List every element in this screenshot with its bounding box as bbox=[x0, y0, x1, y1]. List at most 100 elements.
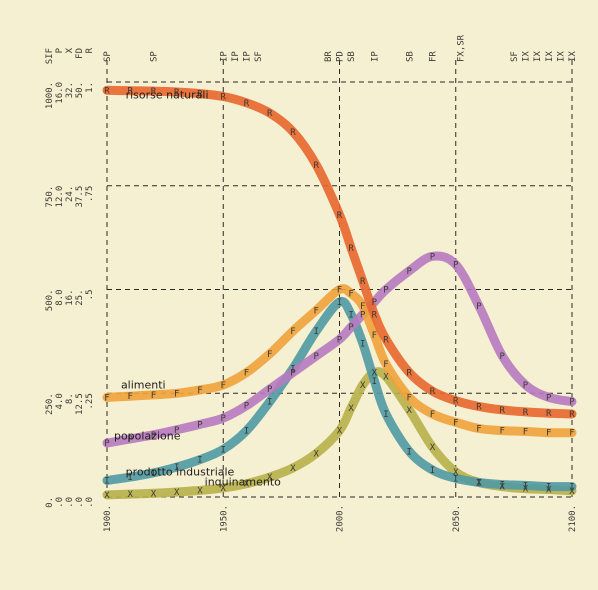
series-glyph-risorse-naturali: R bbox=[151, 87, 157, 97]
series-glyph-inquinamento: X bbox=[104, 491, 110, 501]
y-tick-label: 4.0 bbox=[55, 393, 65, 409]
series-glyph-risorse-naturali: R bbox=[546, 409, 552, 419]
series-glyph-risorse-naturali: R bbox=[128, 87, 134, 97]
series-glyph-inquinamento: X bbox=[476, 478, 482, 488]
series-glyph-alimenti: F bbox=[197, 386, 202, 396]
marker-columns: SP SP IP IP IP SF BR PD SB IP SB FR FX,SR SF IX IX IX IX I… bbox=[103, 34, 578, 62]
series-glyph-risorse-naturali: R bbox=[569, 410, 575, 420]
series-glyph-risorse-naturali: R bbox=[290, 128, 296, 138]
series-glyph-inquinamento: X bbox=[221, 484, 227, 494]
series-glyph-inquinamento: X bbox=[372, 369, 378, 379]
series-glyph-risorse-naturali: R bbox=[267, 109, 273, 119]
series-glyph-popolazione: P bbox=[337, 335, 343, 345]
series-glyph-popolazione: P bbox=[267, 385, 273, 395]
series-glyph-prodotto-industriale: I bbox=[430, 466, 435, 476]
series-glyph-popolazione: P bbox=[430, 252, 436, 262]
series-glyph-popolazione: P bbox=[221, 414, 227, 424]
x-axis-labels: 1900. 1950. 2000. 2050. 2100. bbox=[103, 505, 578, 532]
x-tick-label: 2100. bbox=[568, 505, 578, 532]
series-glyph-risorse-naturali: R bbox=[372, 310, 378, 320]
scale-symbol: P bbox=[55, 47, 65, 53]
y-tick-label: 750. bbox=[45, 186, 55, 208]
series-glyph-alimenti: F bbox=[453, 418, 458, 428]
series-glyph-risorse-naturali: R bbox=[360, 277, 366, 287]
series-glyph-risorse-naturali: R bbox=[244, 99, 250, 109]
series-glyph-alimenti: F bbox=[151, 391, 156, 401]
series-glyph-inquinamento: X bbox=[453, 468, 459, 478]
series-glyph-inquinamento: X bbox=[523, 485, 529, 495]
y-tick-label: .0 bbox=[65, 497, 75, 508]
series-glyph-alimenti: F bbox=[244, 369, 249, 379]
series-glyph-popolazione: P bbox=[151, 431, 157, 441]
marker-column-label: IX bbox=[556, 51, 566, 62]
series-glyph-prodotto-industriale: I bbox=[267, 398, 272, 408]
series-glyph-alimenti: F bbox=[500, 427, 505, 437]
series-label-inquinamento: inquinamento bbox=[205, 475, 282, 488]
y-axis-labels: 0.250.500.750.1000..04.08.012.016.0.08.1… bbox=[45, 82, 95, 508]
series-line-popolazione bbox=[102, 251, 577, 448]
y-tick-label: 37.5 bbox=[75, 186, 85, 208]
series-glyph-alimenti: F bbox=[476, 425, 481, 435]
series-glyph-alimenti: F bbox=[128, 392, 133, 402]
marker-column-label: FR bbox=[429, 51, 439, 62]
marker-column-label: SP bbox=[150, 51, 160, 62]
series-glyph-prodotto-industriale: I bbox=[128, 473, 133, 483]
marker-column-label: IX bbox=[522, 51, 532, 62]
marker-column-label: SF bbox=[510, 51, 520, 62]
series-lines bbox=[102, 85, 577, 500]
series-glyph-risorse-naturali: R bbox=[174, 88, 180, 98]
series-glyph-popolazione: P bbox=[407, 267, 413, 277]
series-glyph-popolazione: P bbox=[476, 302, 482, 312]
series-glyph-risorse-naturali: R bbox=[453, 397, 459, 407]
marker-column-label: IX bbox=[568, 51, 578, 62]
marker-column-label: PD bbox=[336, 51, 346, 62]
series-line-prodotto-industriale bbox=[102, 297, 577, 492]
series-glyph-risorse-naturali: R bbox=[104, 86, 110, 96]
series-glyph-inquinamento: X bbox=[500, 483, 506, 493]
series-glyph-alimenti: F bbox=[337, 286, 342, 296]
series-glyph-prodotto-industriale: I bbox=[221, 445, 226, 455]
series-glyph-prodotto-industriale: I bbox=[372, 377, 377, 387]
series-glyph-alimenti: F bbox=[174, 389, 179, 399]
series-glyph-risorse-naturali: R bbox=[523, 408, 529, 418]
series-glyph-inquinamento: X bbox=[407, 406, 413, 416]
marker-column-label: BR bbox=[324, 51, 334, 62]
y-tick-label: .25 bbox=[85, 393, 95, 409]
series-glyph-inquinamento: X bbox=[569, 487, 575, 497]
y-tick-label: 1000. bbox=[45, 82, 55, 109]
y-tick-label: 500. bbox=[45, 290, 55, 312]
series-glyph-risorse-naturali: R bbox=[337, 211, 343, 221]
x-tick-label: 1950. bbox=[219, 505, 229, 532]
series-label-alimenti: alimenti bbox=[121, 378, 166, 391]
series-glyph-popolazione: P bbox=[174, 426, 180, 436]
y-tick-label: .0 bbox=[55, 497, 65, 508]
series-glyph-risorse-naturali: R bbox=[500, 406, 506, 416]
series-glyph-popolazione: P bbox=[523, 381, 529, 391]
series-glyph-inquinamento: X bbox=[244, 480, 250, 490]
series-glyph-prodotto-industriale: I bbox=[523, 481, 528, 491]
marker-column-label: IX bbox=[533, 51, 543, 62]
y-tick-label: .5 bbox=[85, 290, 95, 301]
marker-column-label: SP bbox=[103, 51, 113, 62]
series-glyph-prodotto-industriale: I bbox=[569, 483, 574, 493]
series-glyph-prodotto-industriale: I bbox=[337, 298, 342, 308]
series-glyph-inquinamento: X bbox=[337, 427, 343, 437]
scale-symbol: SIF bbox=[45, 48, 55, 64]
marker-column-label: SB bbox=[347, 51, 357, 62]
series-glyph-risorse-naturali: R bbox=[430, 387, 436, 397]
series-glyph-popolazione: P bbox=[500, 352, 506, 362]
series-glyph-alimenti: F bbox=[221, 381, 226, 391]
series-label-prodotto-industriale: prodotto industriale bbox=[126, 465, 235, 478]
y-tick-label: 16.0 bbox=[55, 82, 65, 104]
y-tick-label: 32. bbox=[65, 82, 75, 98]
series-glyph-risorse-naturali: R bbox=[197, 90, 203, 100]
marker-column-label: IP bbox=[231, 51, 241, 62]
series-label-popolazione: popolazione bbox=[114, 430, 181, 443]
series-glyph-popolazione: P bbox=[104, 439, 110, 449]
y-tick-label: 1. bbox=[85, 82, 95, 93]
marker-column-label: IP bbox=[243, 51, 253, 62]
series-glyph-alimenti: F bbox=[372, 331, 377, 341]
series-glyph-risorse-naturali: R bbox=[348, 244, 354, 254]
series-glyph-inquinamento: X bbox=[174, 488, 180, 498]
series-glyph-alimenti: F bbox=[430, 410, 435, 420]
